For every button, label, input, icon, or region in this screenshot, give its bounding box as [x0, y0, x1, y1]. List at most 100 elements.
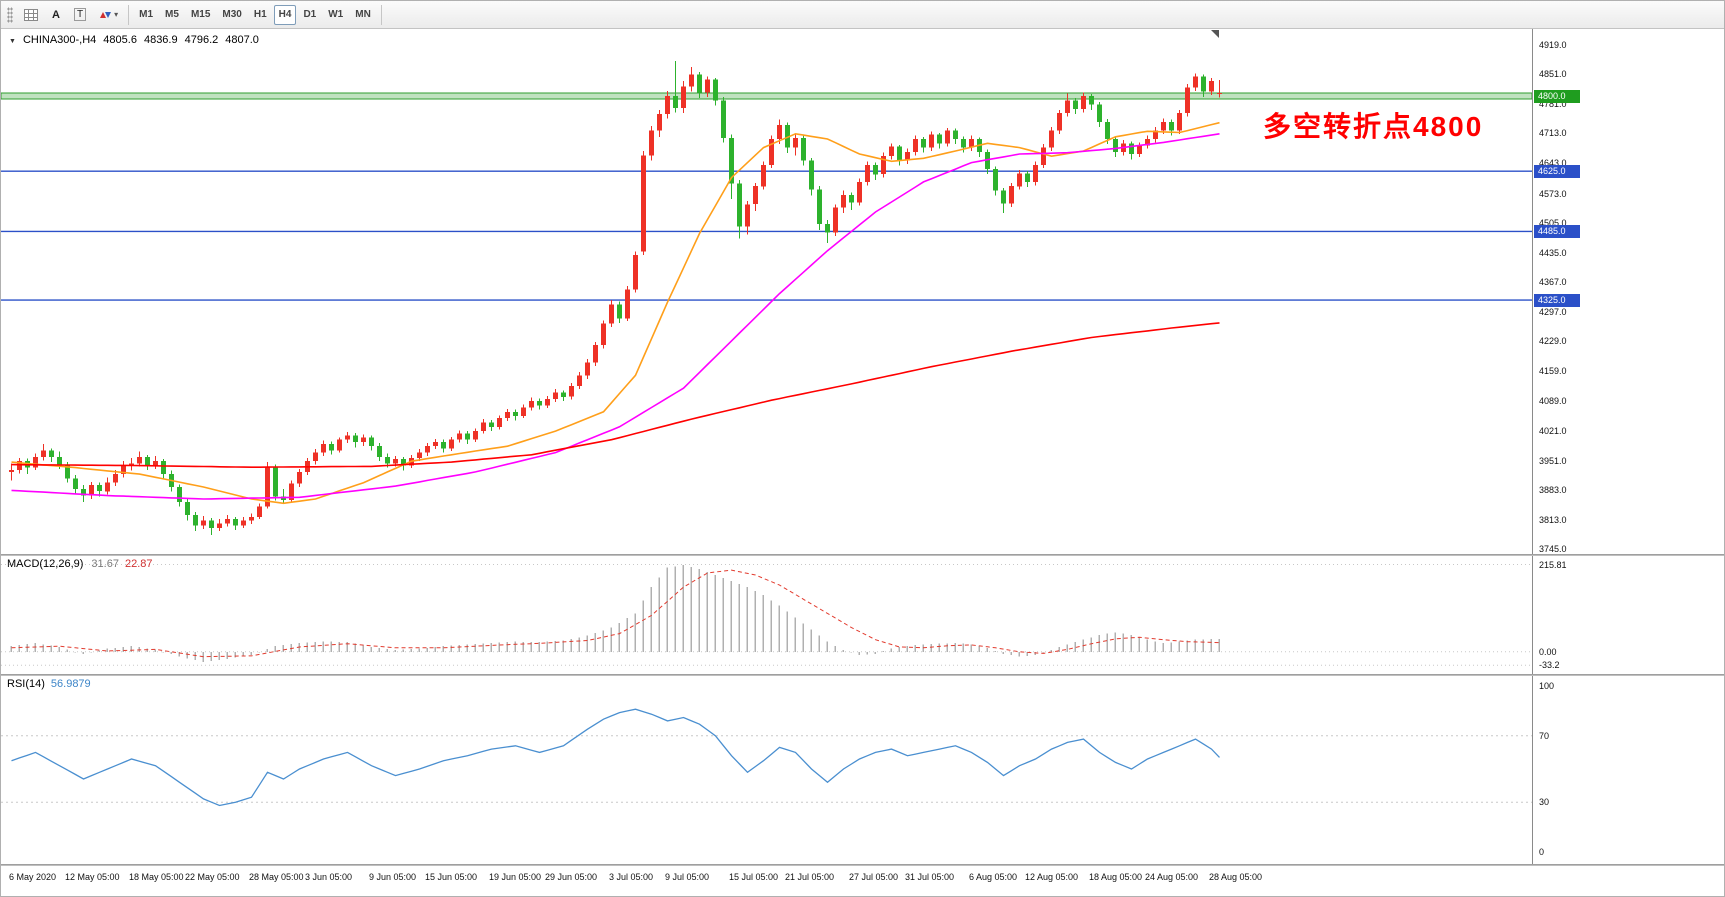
candle — [753, 182, 758, 212]
candle — [697, 72, 702, 99]
timeframe-button-m15[interactable]: M15 — [190, 9, 211, 20]
candle — [569, 383, 574, 400]
time-tick-label: 27 Jul 05:00 — [849, 872, 899, 882]
hline-4800[interactable] — [1, 92, 1533, 100]
macd-signal-line — [11, 569, 1220, 658]
timeframe-button-h4[interactable]: H4 — [273, 4, 297, 25]
candle — [17, 457, 22, 474]
candle — [1169, 119, 1174, 136]
rsi-name: RSI(14) — [7, 678, 45, 690]
time-tick-label: 6 Aug 05:00 — [969, 872, 1018, 882]
text-tool[interactable]: T — [69, 5, 91, 25]
hline-price-label: 4485.0 — [1534, 224, 1580, 238]
price-tick-label: 4435.0 — [1539, 247, 1567, 258]
candle — [1089, 93, 1094, 110]
candle — [585, 359, 590, 379]
time-axis[interactable]: 6 May 2020 12 May 05:00 18 May 05:00 22 May… — [1, 866, 1724, 896]
candle — [361, 434, 366, 446]
candle — [345, 432, 350, 444]
timeframe-button-w1[interactable]: W1 — [328, 9, 344, 20]
candle — [777, 119, 782, 145]
candle — [937, 133, 942, 149]
candle — [329, 441, 334, 455]
macd-signal-value: 22.87 — [124, 558, 153, 570]
hline-price-label: 4325.0 — [1534, 293, 1580, 307]
price-axis[interactable]: 4919.0 4851.0 4781.0 4713.0 4643.0 4573.0 4505… — [1532, 29, 1724, 864]
candle — [113, 469, 118, 487]
rsi-pane[interactable] — [1, 674, 1532, 864]
grid-icon[interactable] — [19, 5, 43, 25]
timeframe-button-h1[interactable]: H1 — [253, 9, 267, 20]
candle — [873, 162, 878, 180]
timeframe-button-mn[interactable]: MN — [355, 9, 371, 20]
candle — [233, 517, 238, 530]
candle — [1129, 141, 1134, 160]
candle — [337, 437, 342, 453]
candle — [889, 143, 894, 160]
price-tick-label: 3883.0 — [1539, 484, 1567, 495]
candle — [1025, 171, 1030, 188]
candle — [1049, 127, 1054, 152]
candle — [1201, 74, 1206, 97]
timeframe-button-m30[interactable]: M30 — [222, 9, 242, 20]
pane-splitter[interactable] — [1, 674, 1724, 676]
rsi-axis-label: 70 — [1539, 730, 1550, 741]
rsi-chart-svg — [1, 708, 1532, 807]
text-label-tool-glyph: A — [52, 8, 60, 21]
price-tick-label: 4229.0 — [1539, 336, 1567, 347]
candle — [1001, 188, 1006, 213]
candle — [89, 481, 94, 499]
candle — [617, 301, 622, 323]
candle — [33, 453, 38, 470]
price-chart-svg — [1, 60, 1533, 536]
candle — [97, 482, 102, 497]
candle — [897, 145, 902, 166]
candle — [1097, 102, 1102, 127]
toolbar: A T ▾ M1 M5 M15 M30 H1 H4 D1 W1 MN — [1, 1, 1724, 29]
candle — [737, 180, 742, 239]
chevron-down-icon[interactable]: ▼ — [9, 38, 16, 45]
macd-axis-label: -33.2 — [1539, 660, 1560, 671]
candle — [625, 285, 630, 322]
rsi-axis-label: 100 — [1539, 681, 1555, 691]
candle — [657, 109, 662, 137]
time-tick-label: 9 Jun 05:00 — [369, 872, 417, 882]
candle — [769, 135, 774, 169]
candle — [1217, 80, 1222, 98]
main-chart-pane[interactable] — [1, 29, 1533, 554]
candle — [145, 454, 150, 470]
macd-pane[interactable] — [1, 554, 1532, 674]
toolbar-grip[interactable] — [7, 6, 13, 23]
timeframe-button-m5[interactable]: M5 — [165, 9, 179, 20]
candle — [649, 126, 654, 161]
macd-axis-label: 215.81 — [1539, 559, 1567, 570]
candle — [201, 516, 206, 530]
hline-price-label: 4625.0 — [1534, 164, 1580, 178]
candle — [593, 341, 598, 366]
rsi-line — [11, 708, 1220, 807]
text-label-tool[interactable]: A — [45, 5, 67, 25]
pane-splitter[interactable] — [1, 864, 1724, 866]
chart-shift-marker[interactable] — [1211, 30, 1219, 38]
pane-splitter[interactable] — [1, 554, 1724, 556]
candle — [1161, 118, 1166, 134]
time-tick-label: 28 May 05:00 — [249, 872, 304, 882]
time-tick-label: 31 Jul 05:00 — [905, 872, 955, 882]
candle — [193, 511, 198, 531]
candle — [497, 415, 502, 430]
candle — [609, 300, 614, 328]
candle — [1105, 119, 1110, 145]
candle — [321, 440, 326, 457]
candle — [1185, 84, 1190, 117]
candle — [1177, 109, 1182, 134]
candle — [833, 204, 838, 237]
arrows-tool[interactable]: ▾ — [93, 5, 123, 25]
candle — [473, 428, 478, 443]
candle — [633, 251, 638, 293]
timeframe-button-d1[interactable]: D1 — [303, 9, 317, 20]
candle — [1153, 127, 1158, 143]
timeframe-button-m1[interactable]: M1 — [139, 9, 154, 20]
ma-fast-orange — [11, 121, 1220, 505]
time-tick-label: 29 Jun 05:00 — [545, 872, 598, 882]
